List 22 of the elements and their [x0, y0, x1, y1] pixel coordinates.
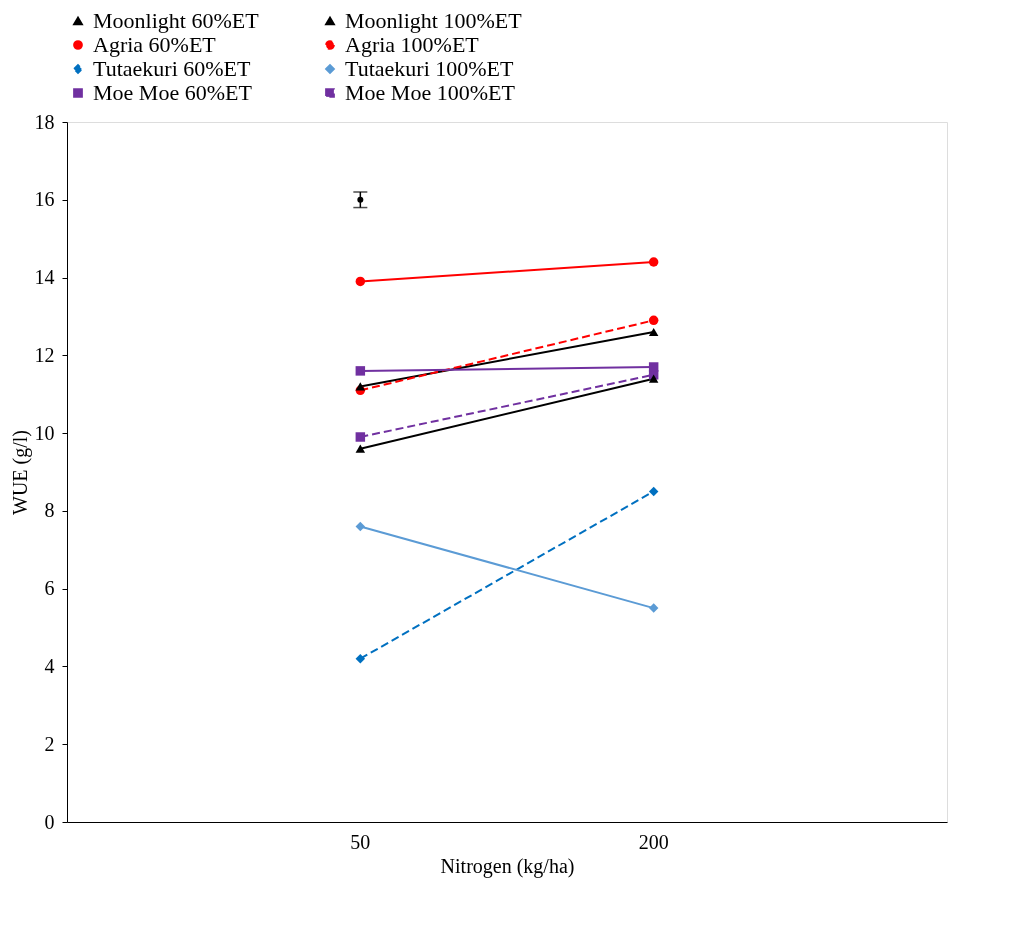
y-tick-label: 14: [34, 266, 55, 289]
y-tick-label: 2: [44, 732, 55, 755]
y-axis-title: WUE (g/l): [8, 430, 32, 515]
x-tick-label: 200: [638, 830, 669, 853]
legend-label: Tutaekuri 100%ET: [345, 56, 515, 81]
y-tick-label: 0: [44, 810, 55, 833]
y-tick-label: 4: [44, 654, 55, 677]
x-tick-label: 50: [350, 830, 371, 853]
y-tick-label: 8: [44, 499, 55, 522]
y-tick-label: 12: [34, 343, 55, 366]
y-tick-label: 10: [34, 421, 55, 444]
legend-label: Agria 60%ET: [93, 32, 217, 57]
legend-label: Tutaekuri 60%ET: [93, 56, 252, 81]
legend-label: Moe Moe 60%ET: [93, 80, 253, 105]
legend-label: Agria 100%ET: [345, 32, 480, 57]
y-tick-label: 6: [44, 577, 55, 600]
x-axis-title: Nitrogen (kg/ha): [440, 854, 575, 878]
y-tick-label: 16: [34, 188, 55, 211]
legend-label: Moe Moe 100%ET: [345, 80, 516, 105]
legend-label: Moonlight 60%ET: [93, 8, 260, 33]
y-tick-label: 18: [34, 110, 55, 133]
legend-label: Moonlight 100%ET: [345, 8, 523, 33]
